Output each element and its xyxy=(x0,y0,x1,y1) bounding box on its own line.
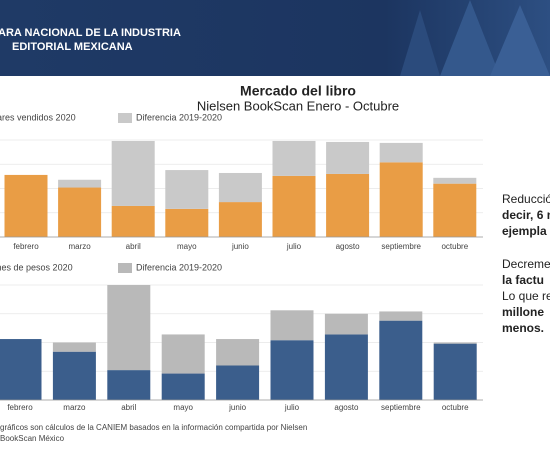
bar-segment xyxy=(216,339,260,366)
side-text-line: ejempla xyxy=(502,224,547,238)
bar-segment xyxy=(165,170,209,209)
bar-segment xyxy=(326,173,370,237)
x-tick-label: julio xyxy=(286,242,302,251)
legend-label: Diferencia 2019-2020 xyxy=(136,112,222,122)
subtitle: Nielsen BookScan Enero - Octubre xyxy=(197,98,399,113)
bar-segment xyxy=(379,142,423,163)
x-tick-label: julio xyxy=(284,403,300,412)
header-decoration xyxy=(440,0,500,76)
side-text-line: la factu xyxy=(502,273,544,287)
side-text-line: decir, 6 n xyxy=(502,208,550,222)
footnote: BookScan México xyxy=(0,434,65,443)
side-text-line: Reducció xyxy=(502,192,550,206)
bar-segment xyxy=(58,179,102,188)
bar-segment xyxy=(218,202,262,237)
bar-segment xyxy=(216,365,260,400)
x-tick-label: febrero xyxy=(7,403,33,412)
bar-segment xyxy=(324,313,368,335)
x-tick-label: mayo xyxy=(177,242,197,251)
side-text-line: menos. xyxy=(502,321,544,335)
x-tick-label: septiembre xyxy=(381,242,421,251)
bar-segment xyxy=(270,310,314,341)
bar-segment xyxy=(272,140,316,176)
bar-segment xyxy=(165,208,209,237)
header-line: EDITORIAL MEXICANA xyxy=(12,41,133,53)
bar-segment xyxy=(4,174,48,237)
header-decoration xyxy=(400,10,440,76)
x-tick-label: septiembre xyxy=(381,403,421,412)
legend-swatch xyxy=(118,113,132,123)
bar-segment xyxy=(161,373,205,400)
bar-segment xyxy=(52,342,96,352)
bar-segment xyxy=(107,370,151,400)
x-tick-label: febrero xyxy=(13,242,39,251)
bar-segment xyxy=(270,340,314,400)
bar-segment xyxy=(111,205,155,237)
charts: de ejemplares vendidos 2020 Diferencia 20… xyxy=(0,112,483,412)
x-tick-label: marzo xyxy=(63,403,86,412)
legend-label: Diferencia 2019-2020 xyxy=(136,262,222,272)
legend-swatch xyxy=(118,263,132,273)
x-tick-label: mayo xyxy=(173,403,193,412)
x-tick-label: junio xyxy=(231,242,249,251)
bar-segment xyxy=(58,187,102,237)
bar-segment xyxy=(433,177,477,184)
bar-segment xyxy=(111,140,155,206)
bar-segment xyxy=(0,339,42,400)
side-text-line: Decreme xyxy=(502,257,550,271)
footnote: gráficos son cálculos de la CANIEM basad… xyxy=(0,423,307,432)
bar-segment xyxy=(326,141,370,174)
x-tick-label: octubre xyxy=(442,403,469,412)
x-tick-label: agosto xyxy=(334,403,359,412)
x-tick-label: octubre xyxy=(441,242,468,251)
bar-segment xyxy=(433,343,477,400)
legend-label: n en millones de pesos 2020 xyxy=(0,262,73,272)
bar-segment xyxy=(107,285,151,371)
x-tick-label: marzo xyxy=(68,242,91,251)
x-tick-label: agosto xyxy=(336,242,361,251)
bar-segment xyxy=(379,320,423,400)
bar-segment xyxy=(272,175,316,237)
bar-segment xyxy=(433,183,477,237)
title: Mercado del libro xyxy=(240,83,356,99)
header-decoration xyxy=(490,5,550,76)
bar-segment xyxy=(433,342,477,344)
bar-segment xyxy=(218,172,262,203)
x-tick-label: abril xyxy=(126,242,141,251)
bar-segment xyxy=(324,334,368,400)
bar-segment xyxy=(52,351,96,400)
bar-segment xyxy=(161,334,205,374)
side-text-line: millone xyxy=(502,305,544,319)
bar-segment xyxy=(379,162,423,237)
header-line: ARA NACIONAL DE LA INDUSTRIA xyxy=(0,27,181,39)
side-text-line: Lo que re xyxy=(502,289,550,303)
bar-segment xyxy=(379,311,423,321)
x-tick-label: junio xyxy=(228,403,246,412)
side-text: Reducció decir, 6 n ejempla Decreme la factu… xyxy=(502,192,550,335)
x-tick-label: abril xyxy=(121,403,136,412)
legend-label: de ejemplares vendidos 2020 xyxy=(0,112,76,122)
